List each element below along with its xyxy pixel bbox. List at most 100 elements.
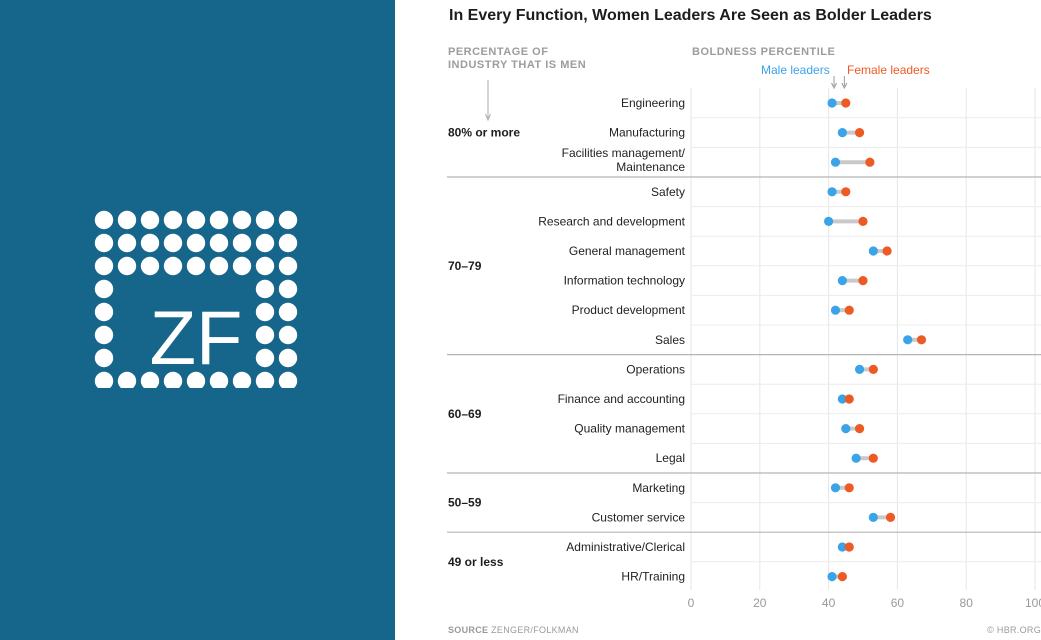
male-point <box>830 157 841 167</box>
logo-dot <box>209 371 229 388</box>
category-label: Manufacturing <box>609 126 685 140</box>
female-point <box>868 364 878 374</box>
logo-dot <box>278 348 298 368</box>
logo-dot <box>232 256 252 276</box>
logo-dot <box>255 279 275 299</box>
logo-dot <box>232 371 252 388</box>
logo-dot <box>255 371 275 388</box>
male-point <box>868 246 878 256</box>
dumbbell-chart: 0 20 40 60 80 100 80% or more 70–79 60–69 50–59 49… <box>447 76 1041 610</box>
male-point <box>827 187 837 197</box>
category-label: Facilities management/Maintenance <box>562 146 686 174</box>
source-value: ZENGER/FOLKMAN <box>491 625 579 635</box>
category-label: Engineering <box>621 96 685 110</box>
group-label: 60–69 <box>448 407 482 421</box>
category-label: Safety <box>651 185 685 199</box>
chart-area: 0 20 40 60 80 100 80% or more 70–79 60–69 50–59 49… <box>395 0 1041 640</box>
logo-dot <box>117 233 137 253</box>
x-tick-label: 100 <box>1025 596 1041 610</box>
category-label-line: Facilities management/ <box>562 146 686 160</box>
logo-dot <box>140 256 160 276</box>
female-point <box>854 424 865 434</box>
legend-arrowhead-male <box>831 82 837 90</box>
logo-dot <box>278 302 298 322</box>
group-label: 50–59 <box>448 496 482 510</box>
female-point <box>865 157 875 167</box>
zf-logo-mark: ZF <box>94 210 298 388</box>
male-point <box>827 98 837 108</box>
female-point <box>844 542 854 552</box>
x-axis-label: BOLDNESS PERCENTILE <box>692 46 836 58</box>
logo-dot <box>209 233 229 253</box>
male-point <box>830 305 841 315</box>
brand-panel: ZF <box>0 0 395 640</box>
female-point <box>837 572 847 582</box>
logo-dot <box>117 210 137 230</box>
logo-dot <box>94 256 114 276</box>
female-point <box>882 246 892 256</box>
logo-dot <box>140 210 160 230</box>
category-label-line: Maintenance <box>616 160 685 174</box>
logo-dot <box>278 256 298 276</box>
logo-dot <box>186 233 206 253</box>
logo-dot <box>255 302 275 322</box>
category-label: Legal <box>656 451 685 465</box>
logo-dot <box>163 210 183 230</box>
female-point <box>858 216 868 226</box>
logo-dot <box>94 325 114 345</box>
logo-dot <box>94 233 114 253</box>
category-label: Customer service <box>592 510 686 524</box>
logo-dot <box>163 233 183 253</box>
male-point <box>851 453 861 463</box>
logo-dot <box>140 371 160 388</box>
x-tick-label: 0 <box>688 596 695 610</box>
logo-dot <box>255 325 275 345</box>
male-point <box>837 542 847 552</box>
source-label: SOURCE <box>448 625 489 635</box>
zf-logo: ZF <box>94 210 300 388</box>
legend-arrowhead-female <box>841 82 848 90</box>
category-label: HR/Training <box>621 570 685 584</box>
category-label: Research and development <box>538 214 685 228</box>
category-label: Product development <box>572 303 686 317</box>
legend-female: Female leaders <box>847 63 930 77</box>
group-label: 70–79 <box>448 259 482 273</box>
logo-dot <box>209 256 229 276</box>
logo-dot <box>255 233 275 253</box>
chart-title: In Every Function, Women Leaders Are See… <box>449 7 932 24</box>
logo-dot <box>232 210 252 230</box>
category-label: Quality management <box>574 422 685 436</box>
row-header-arrowhead <box>485 113 491 122</box>
male-point <box>830 483 841 493</box>
logo-dot <box>255 256 275 276</box>
logo-dot <box>278 325 298 345</box>
category-label: Marketing <box>632 481 685 495</box>
logo-dot <box>94 279 114 299</box>
male-point <box>827 572 837 582</box>
male-point <box>841 424 851 434</box>
logo-dot <box>278 279 298 299</box>
male-point <box>868 512 878 523</box>
logo-dot <box>117 256 137 276</box>
group-label: 49 or less <box>448 555 504 569</box>
female-point <box>844 394 854 404</box>
row-header: PERCENTAGE OF INDUSTRY THAT IS MEN <box>448 46 587 71</box>
female-point <box>885 512 896 523</box>
female-point <box>844 483 854 493</box>
group-label: 80% or more <box>448 126 520 140</box>
logo-dot <box>186 256 206 276</box>
logo-dot <box>186 210 206 230</box>
source-note: SOURCE ZENGER/FOLKMAN <box>448 625 579 635</box>
male-point <box>837 394 847 404</box>
male-point <box>903 335 913 345</box>
category-label: Administrative/Clerical <box>566 540 685 554</box>
category-label: General management <box>569 244 686 258</box>
male-point <box>837 276 847 286</box>
logo-dot <box>255 210 275 230</box>
logo-dot <box>278 233 298 253</box>
logo-dot <box>278 210 298 230</box>
logo-dot <box>94 348 114 368</box>
male-point <box>837 128 847 138</box>
x-tick-label: 60 <box>891 596 905 610</box>
logo-dot <box>94 371 114 388</box>
